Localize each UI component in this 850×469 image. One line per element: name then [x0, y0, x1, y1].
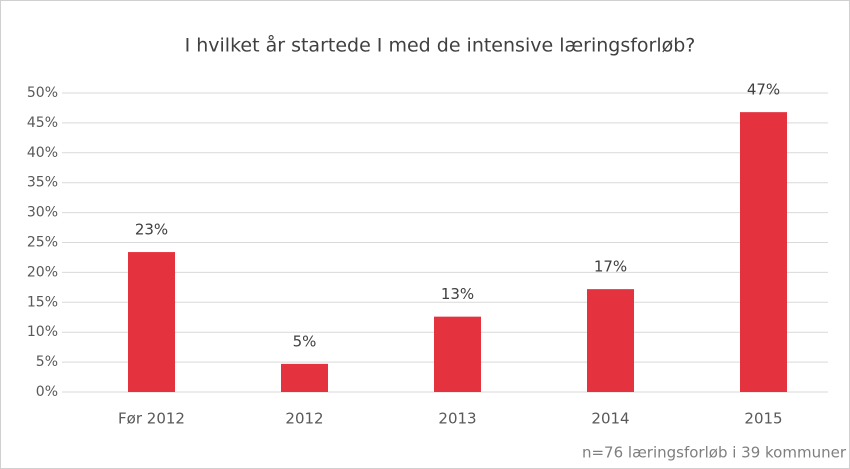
- x-tick-label: 2015: [744, 410, 782, 428]
- bar: [434, 316, 481, 392]
- x-tick-label: 2012: [285, 410, 323, 428]
- y-tick-label: 0%: [36, 384, 58, 400]
- bar: [281, 363, 328, 392]
- y-tick-label: 20%: [27, 264, 58, 280]
- y-tick-label: 25%: [27, 235, 58, 251]
- x-tick-label: Før 2012: [118, 410, 185, 428]
- x-tick-label: 2014: [591, 410, 629, 428]
- data-label: 17%: [594, 258, 627, 276]
- chart-title: I hvilket år startede I med de intensive…: [185, 34, 696, 57]
- y-tick-label: 50%: [27, 85, 58, 101]
- data-label: 5%: [293, 332, 317, 350]
- note: n=76 læringsforløb i 39 kommuner: [582, 444, 847, 462]
- bar: [740, 112, 787, 393]
- y-tick-label: 30%: [27, 205, 58, 221]
- data-label: 13%: [441, 285, 474, 303]
- x-tick-label: 2013: [438, 410, 476, 428]
- data-label: 23%: [135, 221, 168, 239]
- y-tick-label: 45%: [27, 115, 58, 131]
- y-tick-label: 35%: [27, 175, 58, 191]
- bar: [587, 289, 634, 392]
- data-label: 47%: [747, 81, 780, 99]
- y-tick-label: 15%: [27, 294, 58, 310]
- bar: [128, 252, 175, 392]
- y-tick-label: 40%: [27, 145, 58, 161]
- y-tick-label: 5%: [36, 354, 58, 370]
- y-tick-label: 10%: [27, 324, 58, 340]
